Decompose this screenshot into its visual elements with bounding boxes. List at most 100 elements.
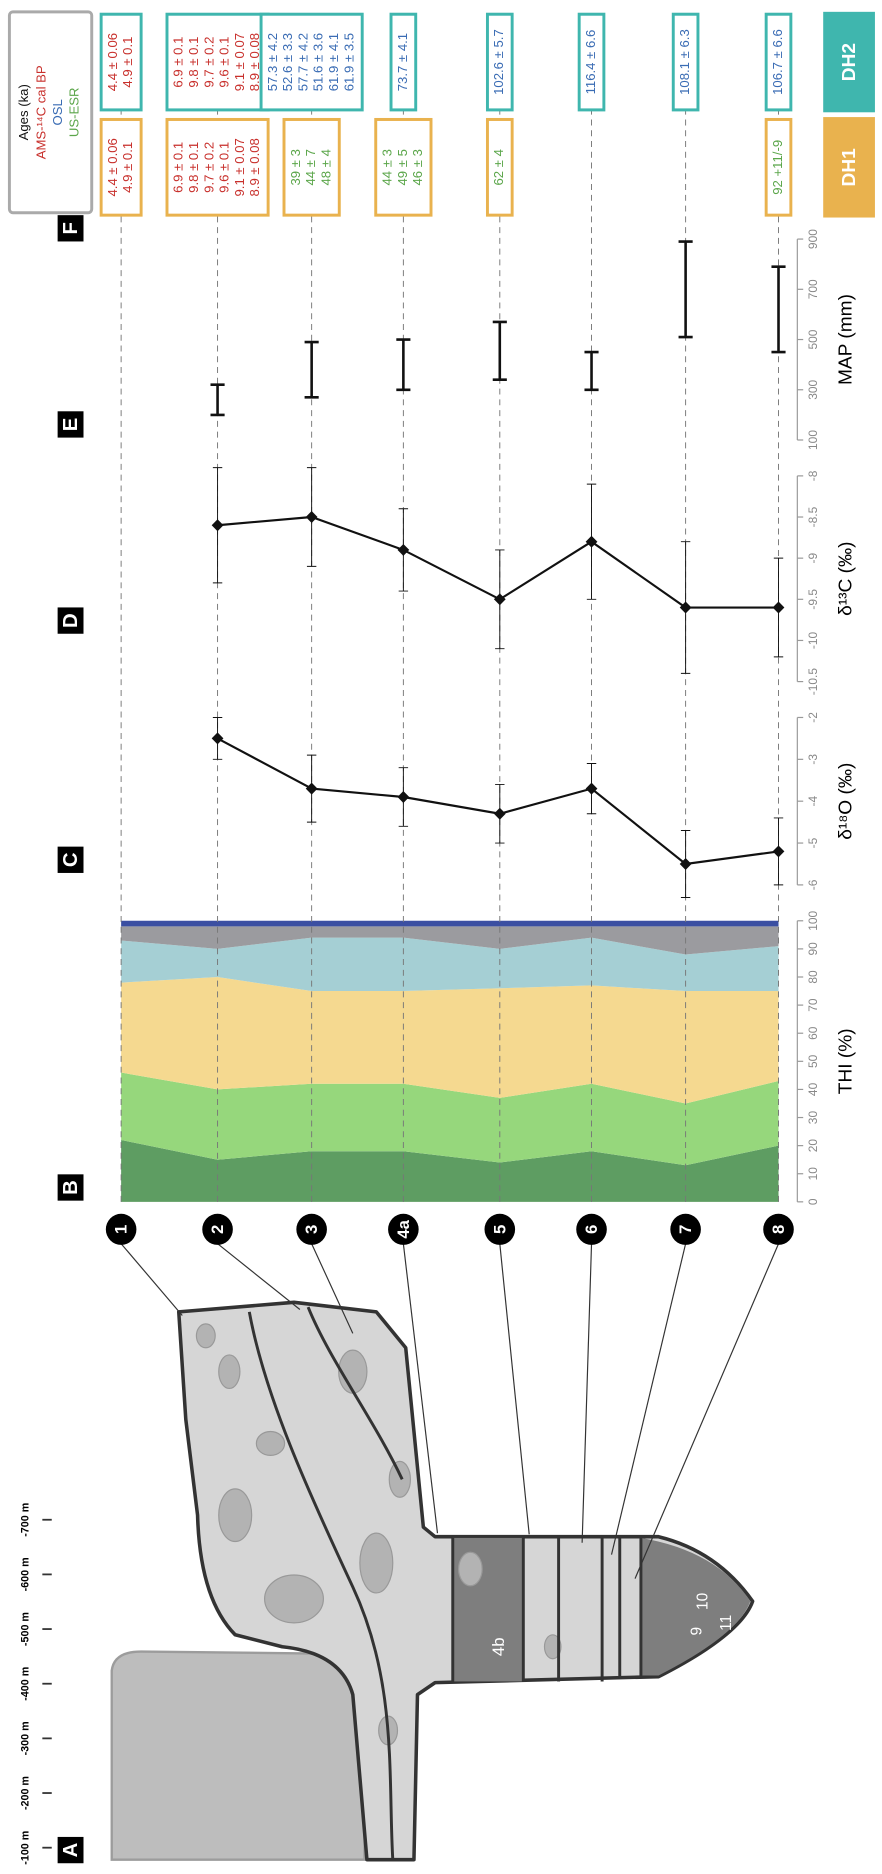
sample-circle [296, 1213, 327, 1245]
range-bar [584, 350, 599, 392]
sample-label: 4a [394, 1219, 413, 1238]
line [217, 737, 779, 866]
age-box [99, 12, 143, 112]
legend-item: AMS-¹⁴C cal BP [34, 65, 49, 159]
sample-label: 2 [208, 1225, 227, 1234]
x-tick-label: 10 [806, 1167, 820, 1181]
age-value: 102.6 ± 5.7 [491, 29, 506, 95]
range-bar [492, 320, 507, 382]
panel-letter: E [60, 418, 82, 432]
legend-title: Ages (ka) [16, 84, 31, 140]
age-value: 9.1 ± 0.07 [232, 138, 247, 196]
age-value: 8.9 ± 0.08 [247, 33, 262, 91]
panel-letter: B [60, 1180, 82, 1195]
age-box [165, 117, 270, 217]
sample-label: 3 [302, 1225, 321, 1234]
legend-item: OSL [50, 99, 65, 125]
point [211, 732, 224, 745]
age-value: 57.7 ± 4.2 [296, 33, 311, 91]
age-value: 51.6 ± 3.6 [311, 33, 326, 91]
x-tick-label: -9 [806, 552, 820, 563]
sample-label: 8 [769, 1225, 788, 1234]
sample-label: 7 [676, 1225, 695, 1234]
figure-body: 4b 9 10 11 -100 m-200 m-300 m-400 m-500 … [7, 10, 875, 1865]
x-tick-label: -10 [806, 631, 820, 649]
area [121, 1072, 779, 1166]
point [211, 519, 224, 532]
panel-letter-box [57, 607, 84, 634]
panel-letter-box [57, 1836, 84, 1864]
sample-circle [105, 1213, 137, 1245]
age-value: 116.4 ± 6.6 [583, 30, 598, 95]
age-value: 49 ± 5 [395, 149, 410, 185]
point [679, 857, 692, 870]
sample-circle [576, 1213, 607, 1245]
age-value: 106.7 ± 6.6 [770, 29, 785, 95]
area [121, 1140, 779, 1202]
age-value: 4.9 ± 0.1 [120, 142, 135, 193]
age-box [374, 117, 433, 217]
x-tick-label: 100 [806, 910, 820, 930]
x-tick-label: 20 [806, 1139, 820, 1153]
depth-label: -600 m [20, 1557, 32, 1591]
area [121, 920, 779, 927]
x-tick-label: -5 [806, 837, 820, 848]
point [397, 791, 410, 803]
column-label-box [823, 117, 875, 218]
age-value: 61.9 ± 3.5 [341, 33, 356, 91]
panel-letter-box [57, 1174, 84, 1201]
age-value: 52.6 ± 3.3 [280, 33, 295, 91]
age-value: 39 ± 3 [288, 149, 303, 185]
age-box [764, 12, 793, 112]
x-tick-label: 50 [806, 1054, 820, 1068]
age-value: 9.1 ± 0.07 [232, 33, 247, 91]
point [493, 807, 506, 820]
age-value: 73.7 ± 4.1 [395, 33, 410, 91]
age-value: 4.4 ± 0.06 [105, 138, 120, 196]
age-box [389, 12, 418, 112]
point [772, 601, 785, 614]
age-box [259, 12, 364, 112]
panel-letter-box [57, 215, 84, 242]
bedrock [110, 1650, 366, 1861]
x-tick-label: 300 [806, 379, 820, 399]
range-bar [304, 340, 319, 399]
x-tick-label: 900 [806, 229, 820, 249]
point [397, 543, 410, 556]
age-box [764, 117, 793, 217]
age-value: 61.9 ± 4.1 [326, 33, 341, 91]
layer-label: 9 [689, 1627, 706, 1636]
panel-letter: C [60, 852, 82, 867]
sample-label: 5 [490, 1225, 509, 1234]
depth-label: -300 m [20, 1721, 32, 1755]
age-value: 9.8 ± 0.1 [186, 142, 201, 193]
layer-label: 11 [718, 1615, 735, 1631]
panel-letter: F [60, 222, 82, 234]
age-value: 9.7 ± 0.2 [201, 37, 216, 88]
area [121, 926, 779, 955]
x-tick-label: 500 [806, 329, 820, 349]
age-value: 4.4 ± 0.06 [105, 33, 120, 91]
x-tick-label: -10.5 [806, 668, 820, 696]
age-value: 6.9 ± 0.1 [171, 37, 186, 88]
range-bar [678, 240, 693, 339]
panel-letter-box [57, 411, 84, 438]
age-value: 92 +11/-9 [770, 140, 785, 195]
depth-label: -400 m [20, 1667, 32, 1701]
x-tick-label: 40 [806, 1082, 820, 1096]
age-value: 62 ± 4 [491, 149, 506, 185]
x-tick-label: 0 [806, 1198, 820, 1205]
connectors [120, 1243, 780, 1579]
age-value: 48 ± 4 [318, 149, 333, 185]
sample-circle [388, 1213, 419, 1245]
x-tick-label: 90 [806, 942, 820, 956]
age-value: 44 ± 3 [380, 149, 395, 185]
sample-label: 1 [112, 1225, 131, 1234]
sample-circle [202, 1213, 233, 1245]
line [217, 515, 779, 609]
x-tick-label: -6 [806, 879, 820, 890]
age-box [577, 12, 606, 112]
layer-label: 4b [489, 1637, 508, 1656]
point [493, 593, 506, 606]
